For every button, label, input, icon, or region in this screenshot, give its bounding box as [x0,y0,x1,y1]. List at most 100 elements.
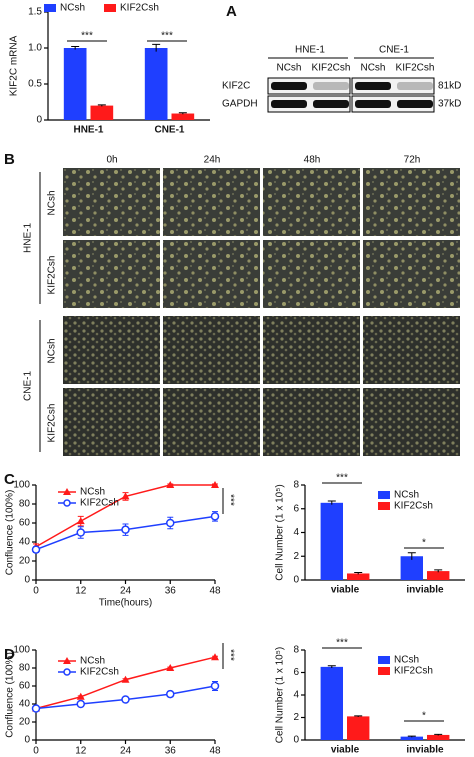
x-tick-label: inviable [406,585,444,596]
micrograph [163,388,260,456]
micrograph [163,168,260,236]
error-bar [327,665,336,668]
group-label: CNE-1 [23,371,34,401]
micrograph [363,240,460,308]
marker [166,481,175,488]
y-tick-label: 100 [13,645,30,656]
x-tick-label: viable [331,585,360,596]
legend-swatch [104,4,116,12]
row-label: KIF2Csh [47,404,58,443]
marker [166,518,175,528]
annotation: *** [336,473,348,484]
marker [121,675,130,683]
x-tick-label: CNE-1 [154,125,184,136]
blot-band [271,100,307,108]
y-tick-label: 80 [19,499,31,510]
blot-protein: KIF2C [222,81,250,92]
legend-swatch [378,502,390,510]
annotation: *** [336,638,348,649]
panel-label: D [4,646,15,663]
error-bar [407,735,416,738]
blot-band [313,82,349,90]
marker [211,481,219,488]
annotation: *** [224,494,235,506]
x-tick-label: 24 [120,586,132,597]
annotation: * [422,711,426,722]
y-tick-label: 20 [19,717,31,728]
legend-swatch [378,656,390,664]
y-tick-label: 40 [19,537,31,548]
annotation: *** [224,649,235,661]
annotation: *** [161,31,173,42]
micrograph [263,316,360,384]
legend-swatch [63,668,71,676]
annotation: * [422,538,426,549]
x-axis-label: Time(hours) [99,598,153,609]
marker [121,695,130,704]
x-tick-label: 0 [33,586,39,597]
blot-size: 81kD [438,81,461,92]
y-axis-label: Cell Number (1 x 10⁵) [275,647,286,743]
x-tick-label: 48 [209,586,221,597]
y-tick-label: 8 [293,645,299,656]
x-tick-label: HNE-1 [73,125,103,136]
micrograph [63,168,160,236]
bar [400,736,423,740]
blot-band [397,100,433,108]
legend-label: KIF2Csh [394,501,433,512]
micrograph [363,388,460,456]
x-tick-label: viable [331,745,360,756]
y-tick-label: 0 [36,115,42,126]
bar [144,48,168,120]
group-label: HNE-1 [23,223,34,253]
blot-group: CNE-1 [379,45,409,56]
x-tick-label: 24 [120,746,132,757]
marker [166,689,175,699]
blot-protein: GAPDH [222,99,258,110]
micrograph [163,316,260,384]
legend-label: NCsh [394,655,419,666]
legend-label: KIF2Csh [394,666,433,677]
panel-label: B [4,151,15,168]
blot-band [313,100,349,108]
micrograph [263,240,360,308]
blot-band [397,82,433,90]
micrograph [163,240,260,308]
blot-lane: NCsh [276,63,301,74]
y-tick-label: 4 [293,527,299,538]
micrograph [63,240,160,308]
micrograph [363,168,460,236]
blot-size: 37kD [438,99,461,110]
error-bar [152,43,161,52]
y-tick-label: 20 [19,556,31,567]
bar [347,716,370,740]
error-bar [354,572,363,575]
x-tick-label: 0 [33,746,39,757]
x-tick-label: 36 [165,586,177,597]
y-tick-label: 0.5 [28,79,42,90]
blot-lane: KIF2Csh [312,63,351,74]
legend-swatch [44,4,56,12]
y-tick-label: 1.0 [28,43,42,54]
marker [76,692,85,700]
panel-label: C [4,471,15,488]
marker [76,699,85,709]
error-bar [434,733,443,736]
marker [31,704,41,713]
error-bar [71,46,80,50]
marker [210,512,220,521]
column-label: 72h [404,155,421,166]
micrograph [63,316,160,384]
column-label: 48h [304,155,321,166]
column-label: 0h [106,155,117,166]
error-bar [327,500,336,505]
error-bar [354,715,363,717]
row-label: KIF2Csh [47,256,58,295]
micrograph [263,388,360,456]
y-tick-label: 0 [24,575,30,586]
column-label: 24h [204,155,221,166]
error-bar [407,552,416,560]
blot-group: HNE-1 [295,45,325,56]
legend-label: KIF2Csh [120,3,159,14]
y-tick-label: 8 [293,480,299,491]
